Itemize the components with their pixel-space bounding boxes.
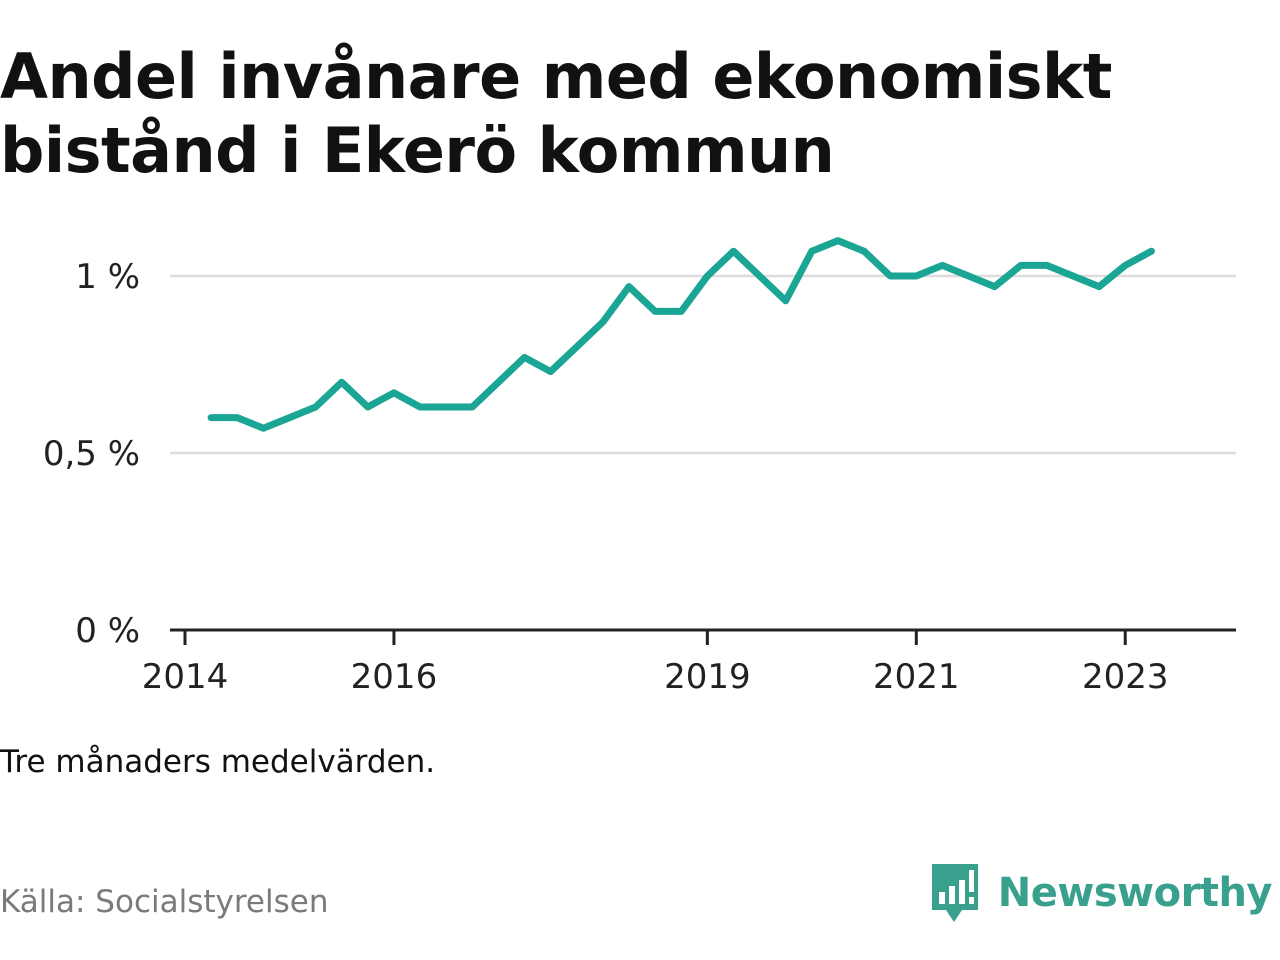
x-axis-ticks: 2014 2016 2019 2021 2023 <box>142 630 1169 697</box>
y-tick-label: 1 % <box>75 257 140 297</box>
x-tick-label: 2023 <box>1082 657 1169 697</box>
y-tick-label: 0 % <box>75 611 140 651</box>
chart-title: Andel invånare med ekonomiskt bistånd i … <box>0 40 1112 187</box>
source-label: Källa: Socialstyrelsen <box>0 884 329 920</box>
y-tick-label: 0,5 % <box>43 434 140 474</box>
brand-logo: Newsworthy <box>930 862 1273 924</box>
series-line <box>207 237 1155 432</box>
x-tick-label: 2014 <box>142 657 229 697</box>
line-chart: 0 % 0,5 % 1 % 2014 2016 2019 2021 2023 <box>43 237 1236 697</box>
newsworthy-logo-icon <box>931 864 978 922</box>
gridlines <box>170 274 1236 455</box>
x-tick-label: 2021 <box>873 657 960 697</box>
brand-name: Newsworthy <box>997 870 1273 916</box>
y-axis-ticks: 0 % 0,5 % 1 % <box>43 257 140 651</box>
chart-note: Tre månaders medelvärden. <box>0 744 436 780</box>
x-tick-label: 2016 <box>351 657 438 697</box>
x-tick-label: 2019 <box>664 657 751 697</box>
